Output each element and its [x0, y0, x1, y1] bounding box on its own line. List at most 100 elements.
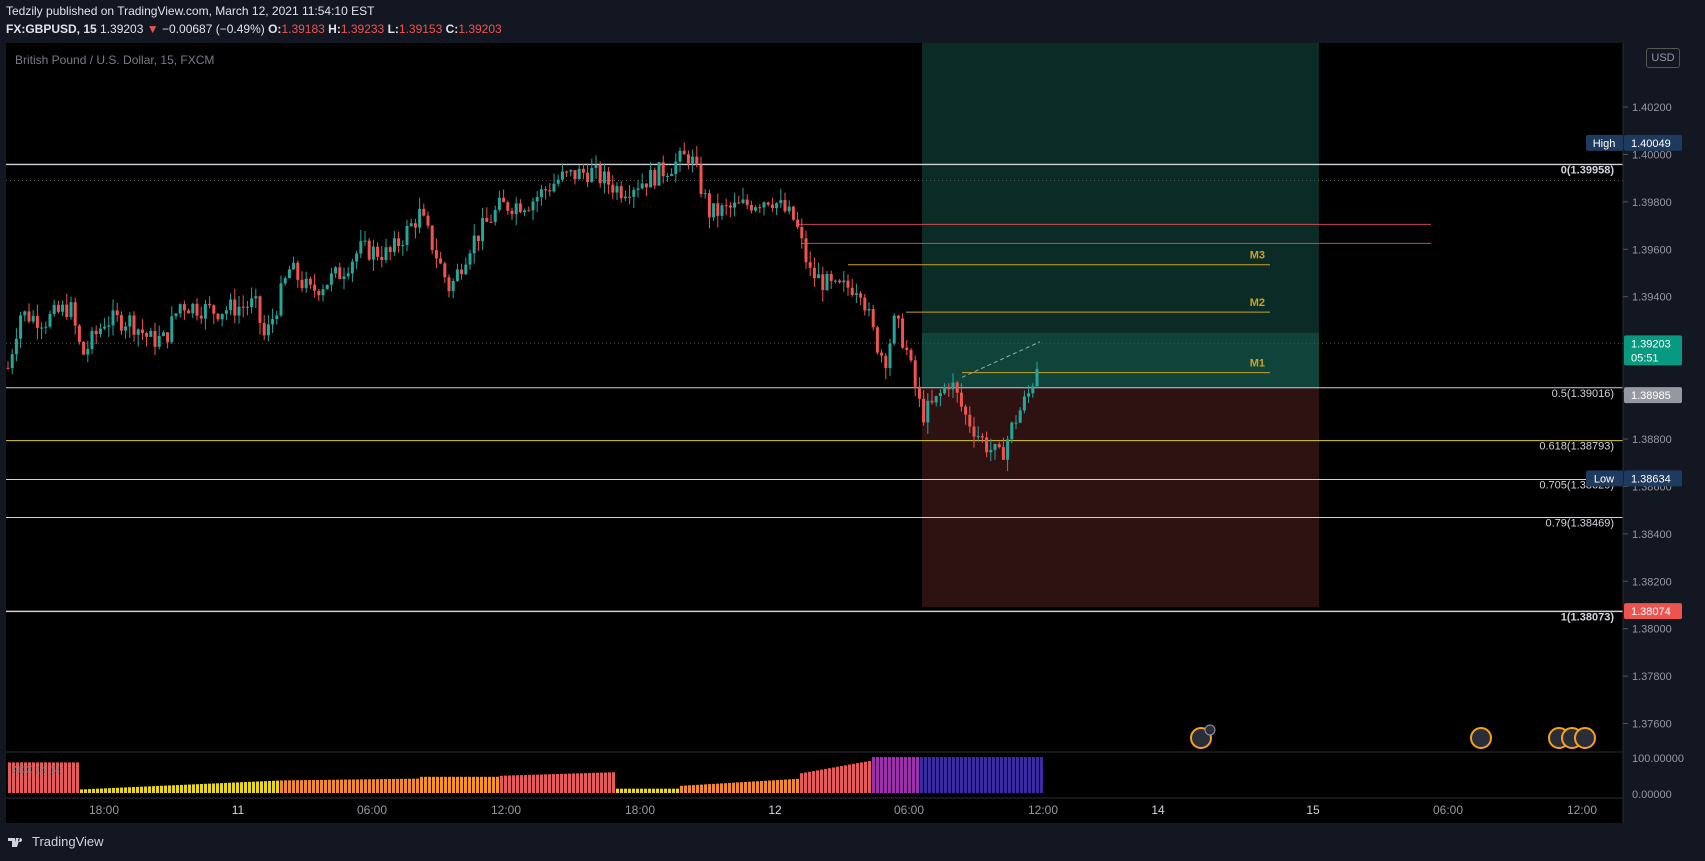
candle-body	[111, 310, 115, 326]
candle-body	[905, 347, 909, 350]
indicator-bar	[208, 783, 211, 793]
candle-body	[565, 171, 569, 173]
indicator-bar	[700, 784, 703, 793]
candle-body	[661, 162, 665, 177]
indicator-bar	[196, 784, 199, 793]
indicator-bar	[656, 788, 659, 793]
indicator-bar	[284, 780, 287, 793]
indicator-bar	[548, 774, 551, 793]
indicator-bar	[436, 776, 439, 793]
candle-body	[909, 349, 913, 361]
tradingview-logo-icon	[8, 836, 26, 848]
candle-body	[611, 184, 615, 193]
candle-body	[388, 247, 392, 252]
indicator-bar	[380, 779, 383, 793]
indicator-bar	[1036, 757, 1039, 793]
publisher-name[interactable]: Tedzily	[6, 4, 43, 18]
indicator-bar	[492, 776, 495, 793]
indicator-bar	[168, 785, 171, 793]
candle-body	[325, 284, 329, 290]
indicator-bar	[476, 776, 479, 793]
indicator-bar	[376, 779, 379, 793]
price-tick-label: 1.37800	[1632, 671, 1672, 683]
tradingview-logo[interactable]: TradingView	[8, 834, 104, 849]
indicator-bar	[348, 779, 351, 793]
indicator-bar	[676, 788, 679, 793]
indicator-bar	[572, 773, 575, 793]
indicator-bar	[136, 786, 139, 793]
fib-retracement[interactable]: 0(1.39958)0.5(1.39016)0.618(1.38793)0.70…	[6, 163, 1623, 623]
indicator-bar	[944, 757, 947, 793]
indicator-bar	[872, 757, 875, 793]
candle-body	[649, 169, 653, 188]
candle-body	[884, 355, 888, 369]
candle-body	[838, 280, 842, 283]
indicator-bar	[788, 779, 791, 793]
candle-body	[640, 183, 644, 189]
indicator-bar	[976, 757, 979, 793]
candle-body	[258, 296, 262, 323]
price-tick-label: 1.38000	[1632, 624, 1672, 636]
indicator-bar	[848, 764, 851, 793]
candle-body	[1022, 396, 1026, 411]
candle-body	[321, 289, 325, 296]
candle-body	[808, 262, 812, 268]
event-flag-uk-icon[interactable]	[1190, 724, 1216, 749]
indicator-bar	[560, 773, 563, 793]
candle-body	[670, 174, 674, 176]
indicator-label[interactable]: ADX 14 14	[12, 765, 61, 776]
indicator-bar	[820, 769, 823, 793]
candle-body	[338, 267, 342, 280]
indicator-bar	[972, 757, 975, 793]
indicator-bar	[84, 789, 87, 793]
currency-button[interactable]: USD	[1646, 48, 1680, 68]
indicator-tick-label: 100.00000	[1632, 753, 1684, 765]
indicator-bar	[460, 776, 463, 793]
target-lines[interactable]: M3 M2 M1	[797, 223, 1431, 378]
indicator-bar	[100, 788, 103, 793]
indicator-bar	[280, 780, 283, 793]
time-tick-label: 06:00	[1433, 803, 1463, 817]
candle-body	[195, 303, 199, 316]
candle-body	[720, 205, 724, 216]
time-axis[interactable]: 18:00 11 06:00 12:00 18:00 12 06:00 12:00 14 15 06…	[89, 803, 1597, 817]
indicator-tick-label: 0.00000	[1632, 789, 1672, 801]
candle-body	[90, 330, 94, 349]
indicator-bar	[588, 772, 591, 793]
candle-body	[262, 322, 266, 336]
candle-body	[930, 400, 934, 403]
indicator-bar	[756, 781, 759, 793]
indicator-bar	[616, 788, 619, 793]
indicator-bar	[144, 786, 147, 793]
candle-body	[279, 283, 283, 316]
low-label: L:	[387, 22, 399, 36]
candle-body	[1001, 447, 1005, 460]
indicator-bar	[176, 785, 179, 793]
candle-body	[157, 335, 161, 347]
indicator-bar	[16, 762, 19, 793]
projection-line[interactable]	[961, 341, 1041, 378]
indicator-bar	[220, 783, 223, 793]
indicator-bar	[384, 779, 387, 793]
candle-body	[796, 219, 800, 227]
indicator-bar	[1024, 757, 1027, 793]
candle-body	[73, 302, 77, 326]
indicator-bar	[244, 782, 247, 793]
candle-body	[481, 218, 485, 242]
indicator-bar	[884, 757, 887, 793]
indicator-bar	[772, 780, 775, 793]
event-flag-group-icon[interactable]	[1548, 727, 1596, 749]
indicator-bar	[140, 786, 143, 793]
indicator-bar	[1020, 757, 1023, 793]
candle-body	[997, 444, 1001, 448]
candle-body	[854, 293, 858, 295]
event-flag-us-icon[interactable]	[1470, 727, 1492, 749]
price-axis[interactable]: 1.402001.400001.398001.396001.394001.390…	[1623, 102, 1684, 801]
indicator-bar	[880, 757, 883, 793]
candle-body	[124, 326, 128, 331]
indicator-bar	[360, 779, 363, 793]
candle-body	[426, 215, 430, 226]
indicator-bar	[52, 762, 55, 793]
indicator-bar	[776, 780, 779, 793]
